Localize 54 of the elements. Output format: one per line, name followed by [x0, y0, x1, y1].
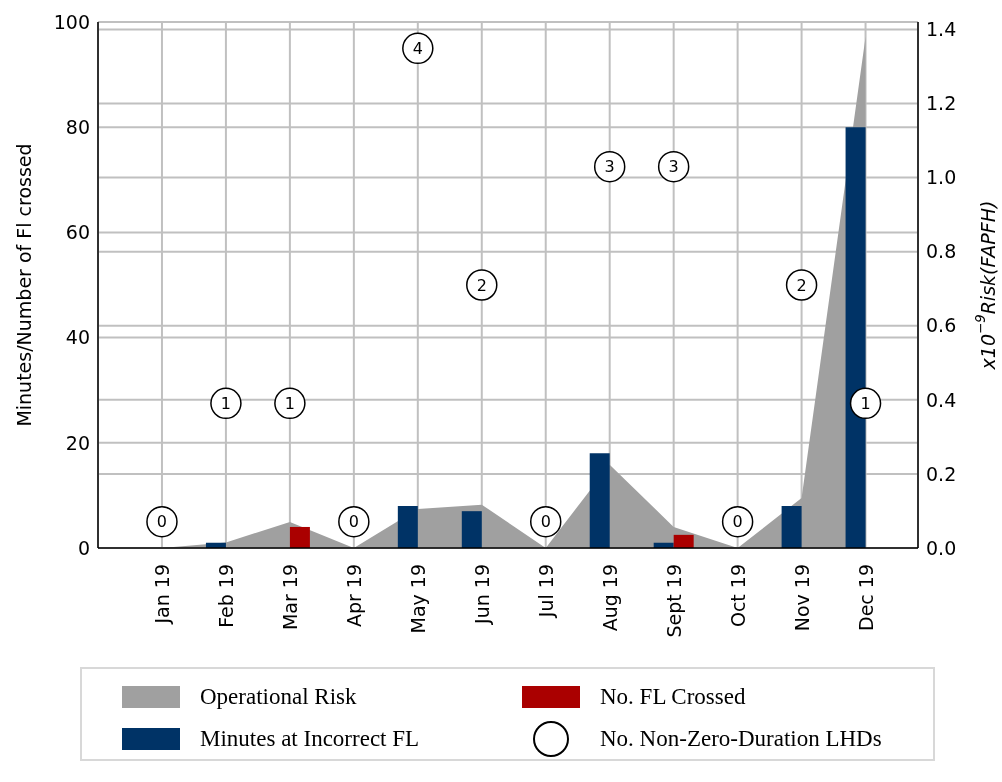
y-tick-label: 80 [65, 115, 90, 138]
point [657, 150, 690, 183]
legend-label: No. Non-Zero-Duration LHDs [600, 726, 882, 752]
annotation: 3 [668, 157, 679, 177]
annotation: 1 [284, 394, 295, 414]
y2-tick-label: 1.0 [926, 166, 957, 189]
y-tick-label: 40 [65, 326, 90, 349]
y2-tick-label: 0.8 [926, 240, 957, 263]
point [593, 150, 626, 183]
x-tick-label: Jan 19 [150, 564, 173, 625]
y2-tick-label: 0.0 [926, 536, 957, 559]
x-tick-label: Nov 19 [790, 564, 813, 632]
x-tick-label: Mar 19 [278, 564, 301, 631]
point [210, 387, 242, 420]
annotation: 4 [412, 38, 423, 58]
bar [461, 511, 482, 548]
x-tick-label: May 19 [406, 564, 429, 634]
bar [781, 505, 802, 548]
y2-tick-label: 0.6 [926, 314, 957, 337]
x-tick-label: Apr 19 [342, 564, 365, 628]
y2-tick-label: 0.2 [926, 462, 957, 485]
bar [673, 534, 694, 548]
annotation: 3 [604, 157, 615, 177]
x-tick-label: Dec 19 [854, 564, 877, 631]
annotation: 1 [860, 394, 871, 414]
annotation: 2 [796, 275, 807, 295]
y-tick-label: 60 [65, 221, 90, 244]
x-tick-label: Oct 19 [726, 564, 749, 628]
bar [589, 453, 610, 548]
y-tick-label: 100 [53, 10, 90, 33]
annotation: 0 [540, 512, 551, 532]
annotation: 2 [476, 275, 487, 295]
y2-tick-label: 1.2 [926, 92, 957, 115]
legend-label: Minutes at Incorrect FL [200, 726, 420, 752]
y-axis-title: Minutes/Number of Fl crossed [13, 143, 35, 427]
point [849, 387, 882, 420]
x-tick-label: Aug 19 [598, 564, 621, 632]
y2-tick-label: 1.4 [926, 18, 957, 41]
annotation: 0 [156, 512, 168, 532]
bar [289, 526, 310, 548]
x-tick-label: Feb 19 [214, 564, 237, 628]
y-tick-label: 0 [77, 536, 90, 559]
x-tick-label: Jul 19 [534, 564, 557, 619]
y2-tick-label: 0.4 [926, 388, 957, 411]
legend-label: No. FL Crossed [600, 684, 746, 710]
annotation: 0 [348, 512, 359, 532]
annotation: 1 [220, 394, 232, 414]
point [274, 387, 306, 420]
bar [397, 505, 418, 548]
x-tick-label: Sept 19 [662, 564, 685, 638]
legend-label: Operational Risk [200, 684, 357, 710]
y-tick-label: 20 [65, 431, 90, 454]
annotation: 0 [732, 512, 743, 532]
x-tick-label: Jun 19 [470, 564, 493, 625]
